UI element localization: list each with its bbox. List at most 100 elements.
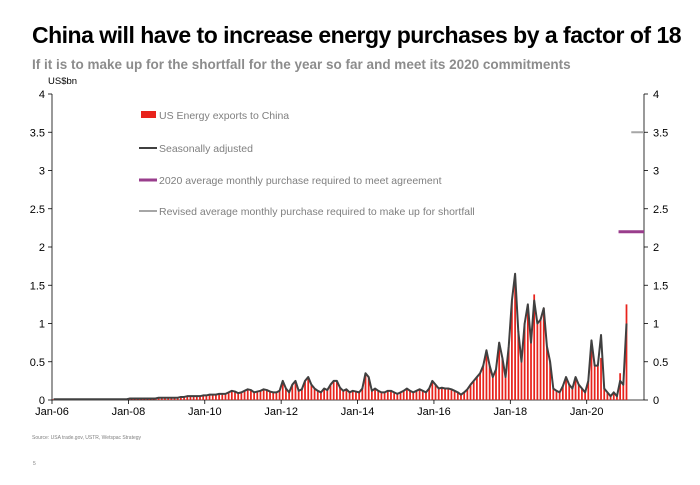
bar — [304, 380, 306, 400]
bar — [218, 393, 220, 400]
bar — [211, 394, 214, 400]
bar — [390, 390, 392, 400]
bar — [530, 342, 532, 400]
bar — [542, 308, 545, 400]
bar — [460, 394, 462, 400]
bar — [447, 388, 450, 400]
bar — [539, 319, 542, 400]
bar — [253, 392, 255, 400]
bar — [224, 393, 227, 400]
bar — [377, 390, 380, 400]
bar — [307, 377, 310, 400]
bar — [558, 392, 561, 400]
bar — [294, 380, 297, 400]
bar — [479, 373, 481, 400]
bar — [173, 397, 176, 400]
bar — [596, 365, 599, 400]
bar — [399, 392, 402, 400]
bar — [450, 389, 453, 400]
legend: US Energy exports to China Seasonally adj… — [139, 110, 475, 218]
bar — [300, 389, 303, 400]
bar — [485, 350, 488, 400]
bar — [409, 390, 411, 400]
bar — [593, 365, 596, 400]
bar — [310, 384, 313, 400]
bar — [291, 384, 294, 400]
bar — [476, 377, 478, 400]
targets-layer — [618, 131, 644, 234]
y-tick-label-right: 1.5 — [653, 280, 668, 292]
bar — [348, 392, 351, 400]
bar — [587, 380, 590, 400]
bar — [507, 346, 510, 400]
y-axis-label: US$bn — [48, 76, 78, 87]
y-tick-label-right: 3 — [653, 166, 659, 178]
bar — [358, 392, 361, 400]
bar — [590, 342, 593, 400]
bar — [256, 391, 259, 400]
page-number: 5 — [33, 461, 36, 467]
bar — [227, 392, 230, 400]
x-tick-label: Jan-14 — [341, 406, 375, 418]
bar — [361, 388, 364, 400]
bar — [240, 392, 243, 400]
bar — [202, 395, 205, 400]
bar — [606, 392, 609, 400]
bar — [351, 390, 354, 400]
y-tick-label-right: 3.5 — [653, 127, 668, 139]
bar — [364, 373, 367, 400]
bar — [526, 308, 529, 400]
bar — [367, 377, 370, 400]
bar — [482, 365, 485, 400]
bar — [339, 387, 341, 400]
legend-label: 2020 average monthly purchase required t… — [159, 175, 442, 187]
bar — [323, 388, 326, 400]
bar — [415, 390, 418, 400]
bar — [428, 388, 431, 400]
bar — [552, 388, 555, 400]
legend-label: Revised average monthly purchase require… — [159, 206, 475, 218]
bar — [625, 304, 628, 400]
bar — [549, 361, 551, 400]
bar — [250, 390, 252, 400]
bar — [514, 277, 516, 400]
y-tick-label: 3 — [39, 166, 45, 178]
y-tick-label-right: 2 — [653, 242, 659, 254]
bar — [396, 393, 399, 400]
bar — [355, 391, 357, 400]
y-tick-label-right: 2.5 — [653, 204, 668, 216]
bar — [441, 387, 443, 400]
y-tick-label: 2 — [39, 242, 45, 254]
bar — [192, 396, 195, 400]
x-tick-label: Jan-08 — [112, 406, 146, 418]
bar — [345, 389, 348, 400]
bar — [406, 388, 408, 400]
x-tick-label: Jan-16 — [417, 406, 451, 418]
bar — [511, 300, 513, 400]
bar — [463, 392, 466, 400]
bar — [243, 390, 246, 400]
page-title: China will have to increase energy purch… — [32, 22, 682, 48]
bar — [466, 389, 469, 400]
bar — [332, 380, 335, 400]
bar — [335, 380, 338, 400]
y-tick-label: 3.5 — [30, 127, 45, 139]
bar — [431, 380, 434, 400]
bar — [285, 388, 287, 400]
bar — [329, 384, 332, 400]
x-tick-label: Jan-10 — [188, 406, 222, 418]
bar — [205, 395, 208, 400]
bar — [370, 390, 373, 400]
bar — [421, 390, 424, 400]
bar — [265, 390, 268, 400]
bar — [167, 397, 170, 400]
bar — [546, 346, 548, 400]
y-tick-label-right: 1 — [653, 319, 659, 331]
bar — [386, 390, 389, 400]
bar — [418, 389, 421, 400]
bar — [195, 396, 198, 400]
bar — [488, 365, 491, 400]
bar — [619, 373, 622, 400]
y-tick-label: 2.5 — [30, 204, 45, 216]
